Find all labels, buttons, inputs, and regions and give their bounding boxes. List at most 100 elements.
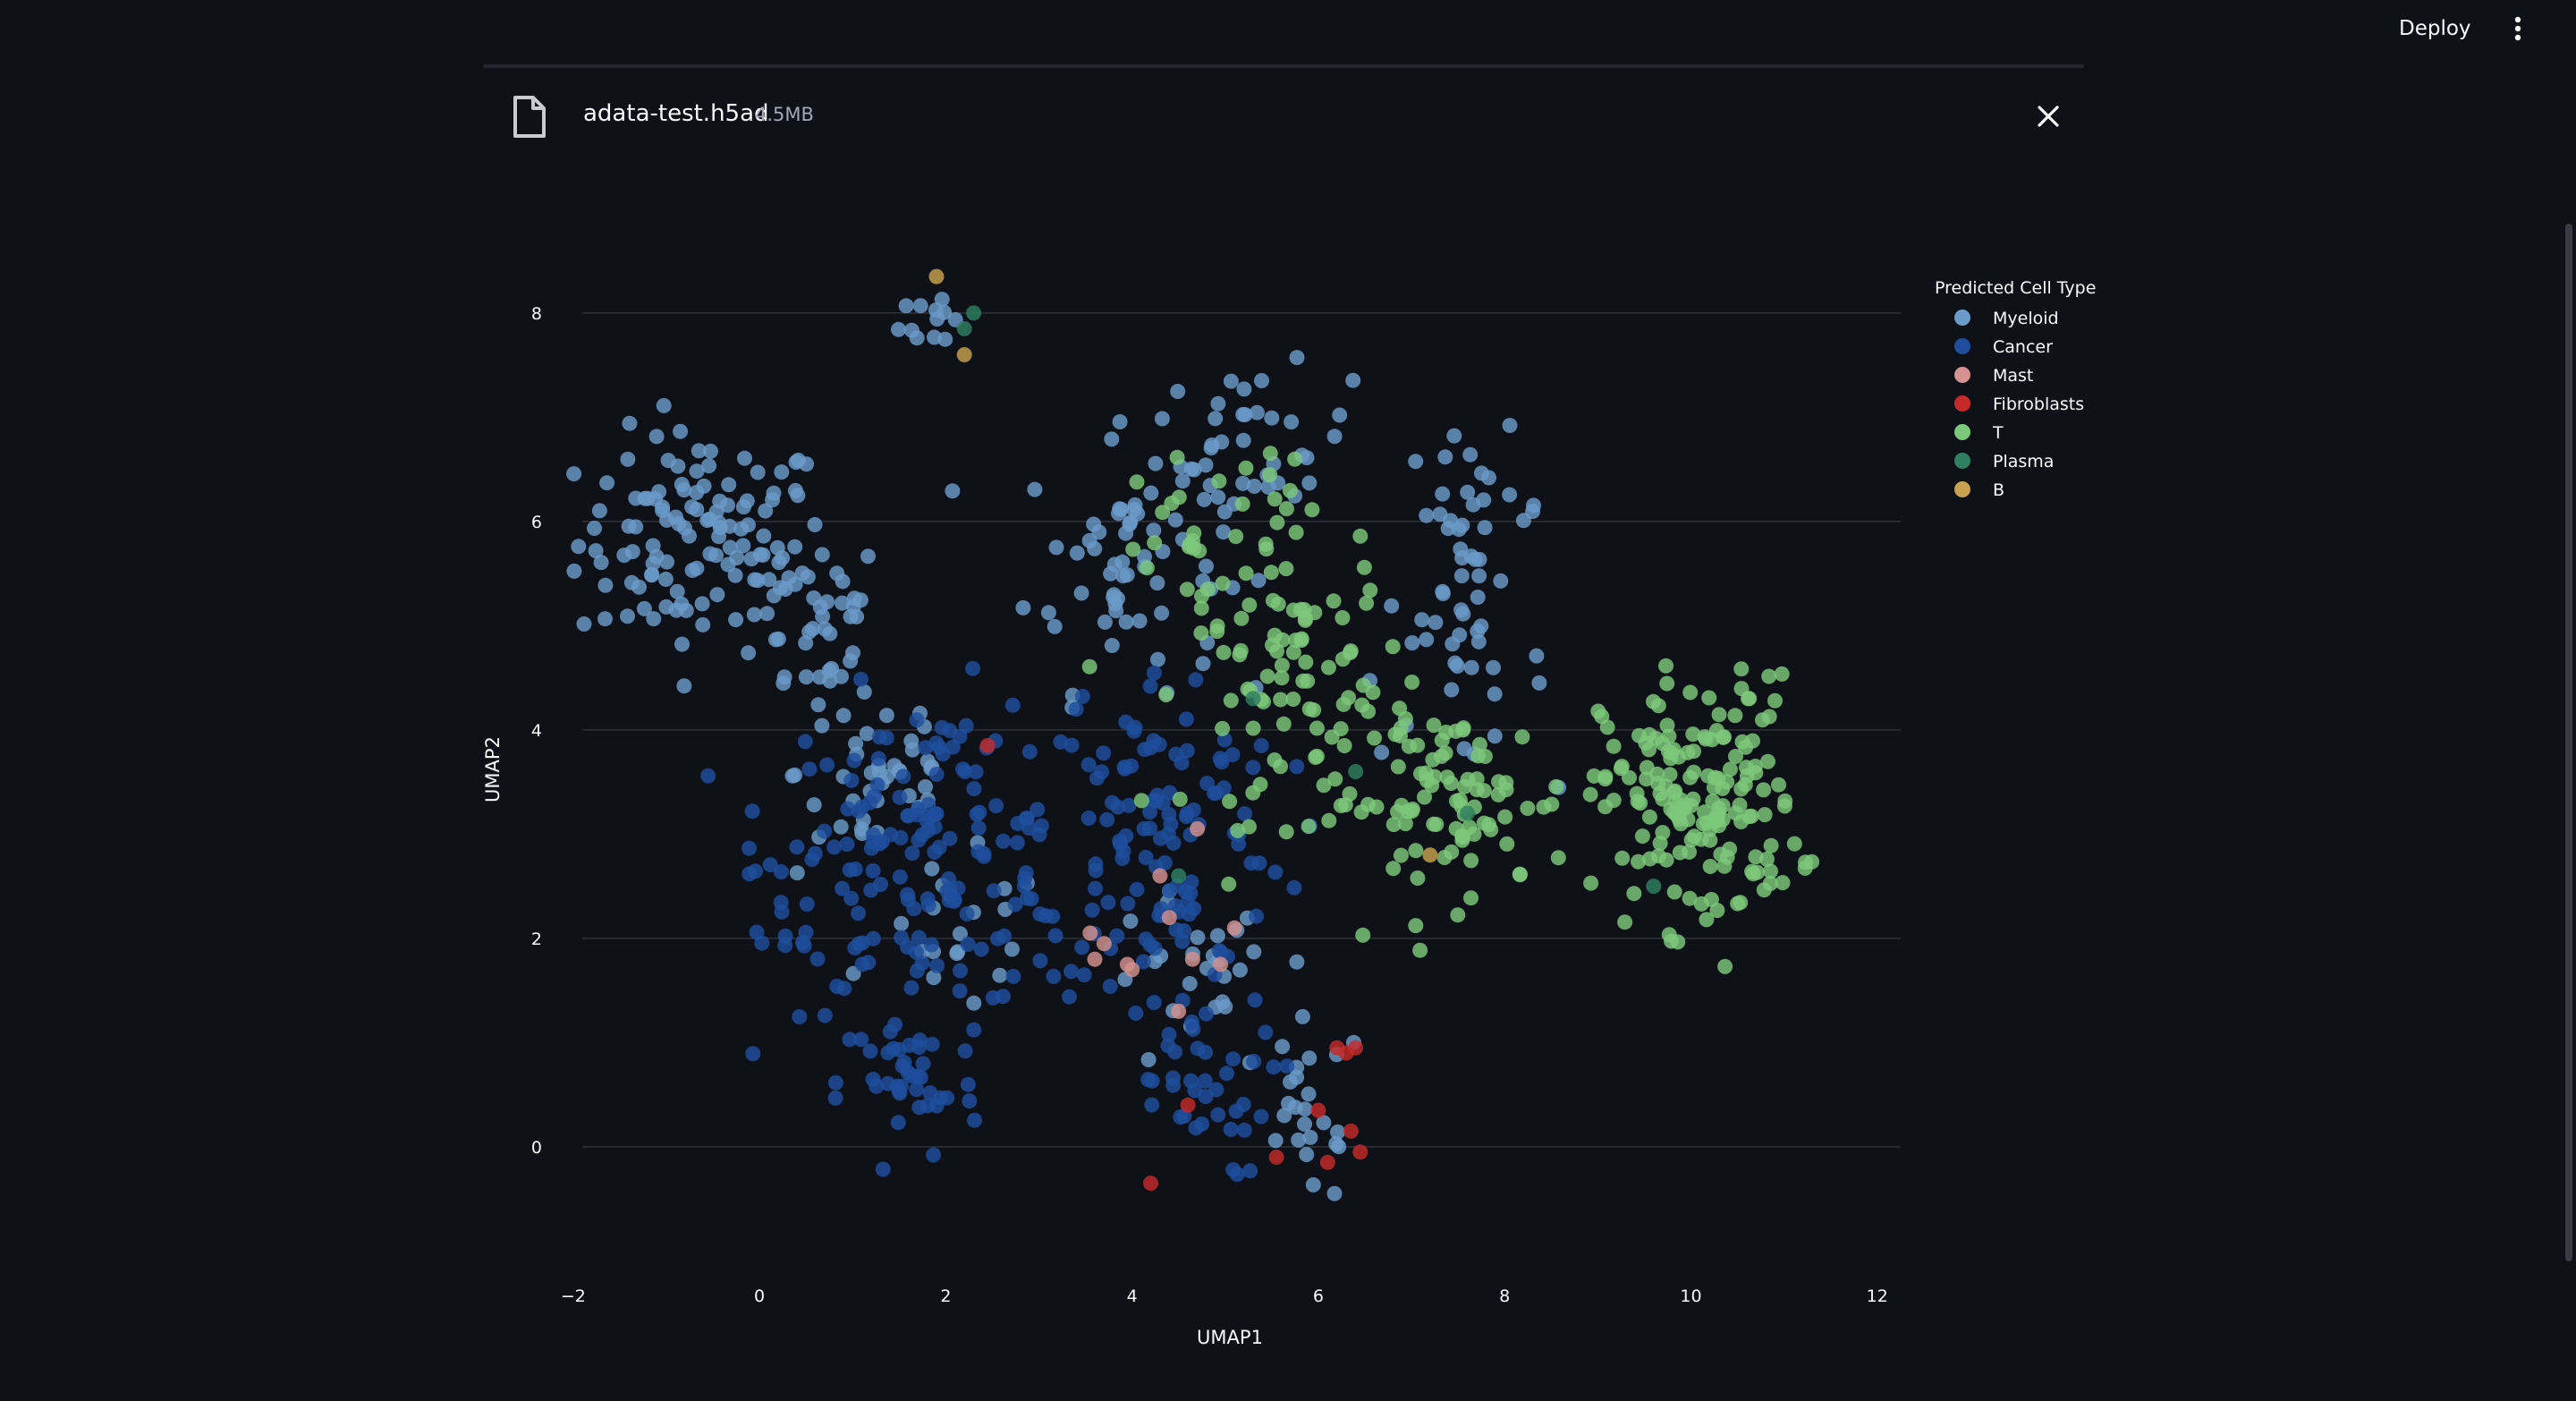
legend-item-plasma[interactable]: Plasma <box>1993 452 2054 471</box>
data-point-t <box>1717 958 1733 974</box>
data-point-t <box>1172 791 1188 807</box>
data-point-cancer <box>927 806 943 822</box>
data-point-myeloid <box>775 675 792 692</box>
data-point-t <box>1666 884 1682 900</box>
data-point-t <box>1129 474 1145 490</box>
data-point-myeloid <box>1208 411 1224 427</box>
data-point-cancer <box>792 1009 808 1024</box>
data-point-myeloid <box>1477 520 1493 536</box>
data-point-t <box>1426 816 1442 832</box>
data-point-myeloid <box>1453 568 1470 584</box>
data-point-myeloid <box>784 768 801 784</box>
data-point-myeloid <box>1444 682 1460 698</box>
data-point-cancer <box>1225 1162 1241 1177</box>
data-point-myeloid <box>1209 928 1225 944</box>
data-point-mast <box>1184 951 1200 967</box>
data-point-t <box>1686 764 1702 780</box>
data-point-myeloid <box>1462 446 1479 463</box>
data-point-cancer <box>762 857 778 873</box>
data-point-cancer <box>1223 1121 1239 1137</box>
data-point-cancer <box>827 1074 843 1091</box>
data-point-t <box>1222 794 1238 810</box>
data-point-cancer <box>1045 908 1061 924</box>
data-point-t <box>1410 737 1426 753</box>
data-point-cancer <box>777 938 793 954</box>
data-point-cancer <box>1242 1163 1258 1179</box>
data-point-t <box>1774 666 1790 682</box>
data-point-myeloid <box>1154 411 1170 427</box>
data-point-cancer <box>869 777 886 793</box>
data-point-myeloid <box>1299 1147 1315 1162</box>
data-point-cancer <box>967 1112 982 1128</box>
data-point-t <box>1267 491 1283 507</box>
data-point-myeloid <box>1301 1050 1318 1066</box>
data-point-myeloid <box>703 443 718 459</box>
legend-item-mast[interactable]: Mast <box>1993 366 2033 386</box>
data-point-cancer <box>891 1041 907 1057</box>
data-point-t <box>1755 712 1770 728</box>
scrollbar[interactable] <box>2565 224 2572 1261</box>
data-point-myeloid <box>815 608 831 624</box>
legend-item-b[interactable]: B <box>1993 480 2004 500</box>
file-icon <box>510 95 547 140</box>
data-point-myeloid <box>824 660 840 676</box>
data-point-t <box>1448 820 1464 836</box>
data-point-myeloid <box>657 572 674 587</box>
data-point-cancer <box>1187 1083 1203 1099</box>
data-point-myeloid <box>1195 656 1211 672</box>
data-point-t <box>1275 632 1291 648</box>
data-point-t <box>1741 809 1757 825</box>
data-point-cancer <box>1152 830 1168 846</box>
data-point-cancer <box>847 940 863 956</box>
data-point-cancer <box>1289 759 1305 775</box>
data-point-cancer <box>928 1098 945 1114</box>
data-point-myeloid <box>674 477 690 492</box>
data-point-myeloid <box>699 513 716 528</box>
legend-item-myeloid[interactable]: Myeloid <box>1993 309 2059 328</box>
data-point-myeloid <box>1276 1108 1292 1124</box>
data-point-myeloid <box>1264 410 1280 426</box>
data-point-t <box>1410 870 1426 886</box>
data-point-cancer <box>1249 908 1264 924</box>
data-point-myeloid <box>695 616 711 633</box>
data-point-t <box>1666 785 1682 801</box>
data-point-cancer <box>942 830 958 846</box>
data-point-t <box>1797 860 1813 876</box>
data-point-myeloid <box>1452 627 1468 643</box>
data-point-t <box>1390 759 1406 775</box>
vertical-dots-icon[interactable] <box>2504 11 2531 47</box>
data-point-t <box>1368 799 1385 815</box>
data-point-myeloid <box>845 645 860 661</box>
data-point-myeloid <box>859 726 875 742</box>
data-point-cancer <box>959 906 975 921</box>
data-point-myeloid <box>1284 414 1300 430</box>
legend-item-cancer[interactable]: Cancer <box>1993 337 2053 357</box>
data-point-fibroblasts <box>1343 1123 1359 1139</box>
close-icon[interactable] <box>2030 98 2066 134</box>
legend-item-fibroblasts[interactable]: Fibroblasts <box>1993 395 2084 414</box>
data-point-t <box>1711 707 1727 723</box>
deploy-button[interactable]: Deploy <box>2399 17 2471 40</box>
data-point-t <box>1655 791 1671 807</box>
data-point-myeloid <box>689 560 705 576</box>
data-point-myeloid <box>741 645 757 661</box>
data-point-t <box>1662 767 1678 783</box>
data-point-t <box>1629 785 1645 802</box>
data-point-myeloid <box>591 503 607 519</box>
legend-marker-t <box>1954 424 1970 440</box>
y-axis-label: UMAP2 <box>482 736 504 802</box>
data-point-t <box>1631 727 1647 743</box>
data-point-myeloid <box>691 443 707 459</box>
data-point-myeloid <box>1015 599 1031 616</box>
data-point-myeloid <box>1435 486 1451 502</box>
data-point-t <box>1631 853 1646 870</box>
data-point-t <box>1367 730 1382 746</box>
data-point-myeloid <box>781 570 797 586</box>
data-point-myeloid <box>926 970 942 986</box>
data-point-myeloid <box>789 865 805 881</box>
data-point-myeloid <box>1111 505 1126 522</box>
legend-item-t[interactable]: T <box>1992 423 2004 443</box>
data-point-cancer <box>909 1082 925 1098</box>
data-point-cancer <box>797 734 813 750</box>
data-point-myeloid <box>787 482 803 498</box>
